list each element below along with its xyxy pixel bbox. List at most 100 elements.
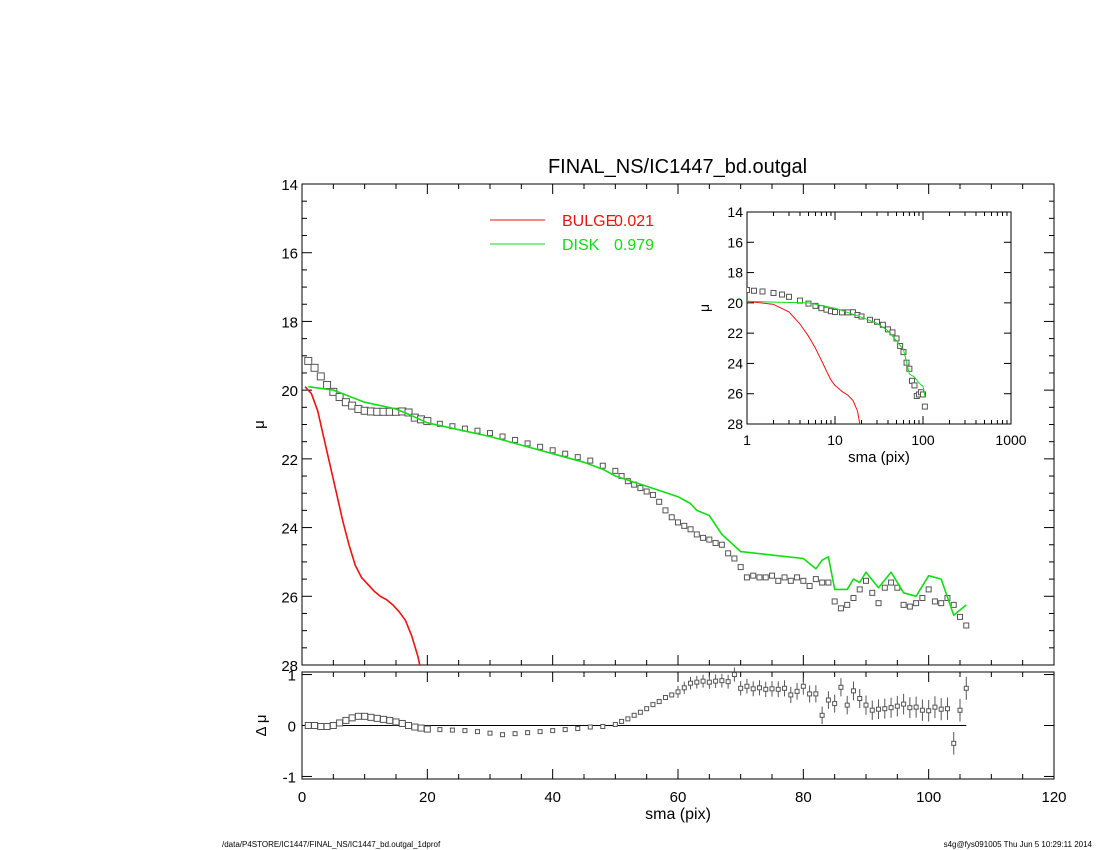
main-data-point — [587, 457, 594, 464]
residual-data-point — [913, 704, 919, 710]
inset-ytick-label: 28 — [727, 416, 743, 432]
residual-data-point — [888, 705, 894, 711]
inset-data-point — [920, 391, 926, 398]
inset-ytick-label: 14 — [727, 204, 743, 220]
main-data-point — [869, 589, 876, 596]
residual-data-point — [675, 689, 681, 695]
residual-data-point — [863, 702, 869, 708]
main-data-point — [938, 600, 945, 607]
inset-data-point — [747, 286, 750, 293]
main-data-point — [900, 601, 907, 608]
main-data-point — [957, 613, 963, 620]
residual-data-point — [819, 712, 825, 718]
residual-data-point — [323, 723, 331, 731]
residual-data-point — [694, 679, 700, 685]
residual-data-point — [756, 685, 762, 691]
main-data-point — [335, 393, 344, 402]
main-data-point — [737, 564, 744, 571]
inset-data-point — [785, 293, 792, 300]
residual-data-point — [963, 685, 969, 691]
residual-data-point — [562, 727, 568, 733]
main-data-point — [819, 579, 826, 586]
main-data-point — [549, 447, 556, 454]
main-data-point — [963, 622, 970, 629]
residual-data-point — [876, 706, 882, 712]
residual-data-point — [832, 701, 838, 707]
inset-data-point — [889, 329, 896, 336]
residual-data-point — [304, 722, 312, 729]
residual-data-point — [625, 716, 631, 722]
main-data-point — [837, 605, 844, 612]
residual-data-point — [631, 712, 637, 718]
residual-data-point — [348, 714, 356, 722]
legend-value-disk: 0.979 — [614, 237, 654, 254]
main-ytick-label: 24 — [281, 521, 298, 538]
residual-data-point — [938, 706, 944, 712]
residual-data-point — [361, 712, 369, 720]
residual-data-point — [405, 722, 413, 729]
residual-data-point — [926, 708, 932, 714]
residual-data-point — [825, 697, 831, 703]
main-data-point — [913, 600, 920, 607]
inset-ytick-label: 16 — [727, 234, 743, 250]
inset-ytick-label: 18 — [727, 265, 743, 281]
main-data-point — [875, 600, 882, 607]
main-data-point — [743, 574, 750, 581]
residual-xlabel: sma (pix) — [645, 806, 711, 823]
residual-data-point — [423, 725, 431, 733]
main-data-point — [750, 572, 757, 579]
residual-data-point — [525, 730, 531, 736]
residual-data-point — [706, 679, 712, 685]
inset-plot-area — [747, 286, 928, 424]
residual-data-point — [487, 730, 493, 736]
inset-data-point — [759, 288, 766, 295]
main-data-point — [675, 519, 681, 526]
main-data-point — [304, 356, 313, 365]
main-data-point — [850, 595, 857, 602]
residual-data-point — [769, 686, 775, 692]
inset-ytick-label: 20 — [727, 295, 743, 311]
residual-data-point — [857, 695, 863, 701]
inset-data-point — [921, 403, 928, 410]
residual-xtick-label: 40 — [544, 789, 561, 806]
main-data-point — [825, 579, 832, 586]
residual-data-point — [550, 728, 556, 734]
main-data-point — [316, 372, 325, 381]
residual-data-point — [731, 672, 737, 678]
residual-xtick-label: 120 — [1041, 789, 1066, 806]
residual-data-point — [850, 688, 856, 694]
residual-data-point — [392, 718, 400, 726]
main-data-point — [687, 526, 694, 533]
residual-data-point — [336, 719, 344, 727]
residual-data-point — [619, 718, 625, 724]
footer-file-path: /data/P4STORE/IC1447/FINAL_NS/IC1447_bd.… — [222, 840, 441, 849]
main-data-point — [637, 485, 644, 492]
residual-data-point — [901, 701, 907, 707]
main-ytick-label: 14 — [281, 177, 298, 194]
residual-data-point — [417, 724, 425, 732]
residual-data-point — [637, 709, 643, 715]
main-data-point — [787, 577, 794, 584]
main-ylabel: μ — [251, 420, 268, 429]
residual-data-point — [600, 724, 606, 730]
main-data-point — [512, 436, 519, 443]
main-ytick-label: 20 — [281, 383, 298, 400]
main-data-point — [474, 427, 481, 434]
main-data-point — [712, 540, 719, 547]
residual-data-point — [367, 713, 375, 721]
residual-data-point — [650, 702, 656, 708]
main-data-point — [800, 577, 807, 584]
residual-data-point — [882, 706, 888, 712]
residual-data-point — [317, 723, 325, 731]
main-data-point — [756, 574, 763, 581]
residual-data-point — [474, 729, 480, 735]
residual-data-point — [750, 686, 756, 692]
main-data-point — [844, 601, 851, 608]
inset-xtick-label: 100 — [911, 432, 935, 448]
main-data-point — [906, 603, 913, 610]
residual-data-point — [587, 724, 593, 730]
residual-data-point — [957, 707, 963, 713]
main-data-point — [681, 522, 688, 529]
residual-data-point — [944, 706, 950, 712]
main-data-point — [881, 584, 888, 591]
